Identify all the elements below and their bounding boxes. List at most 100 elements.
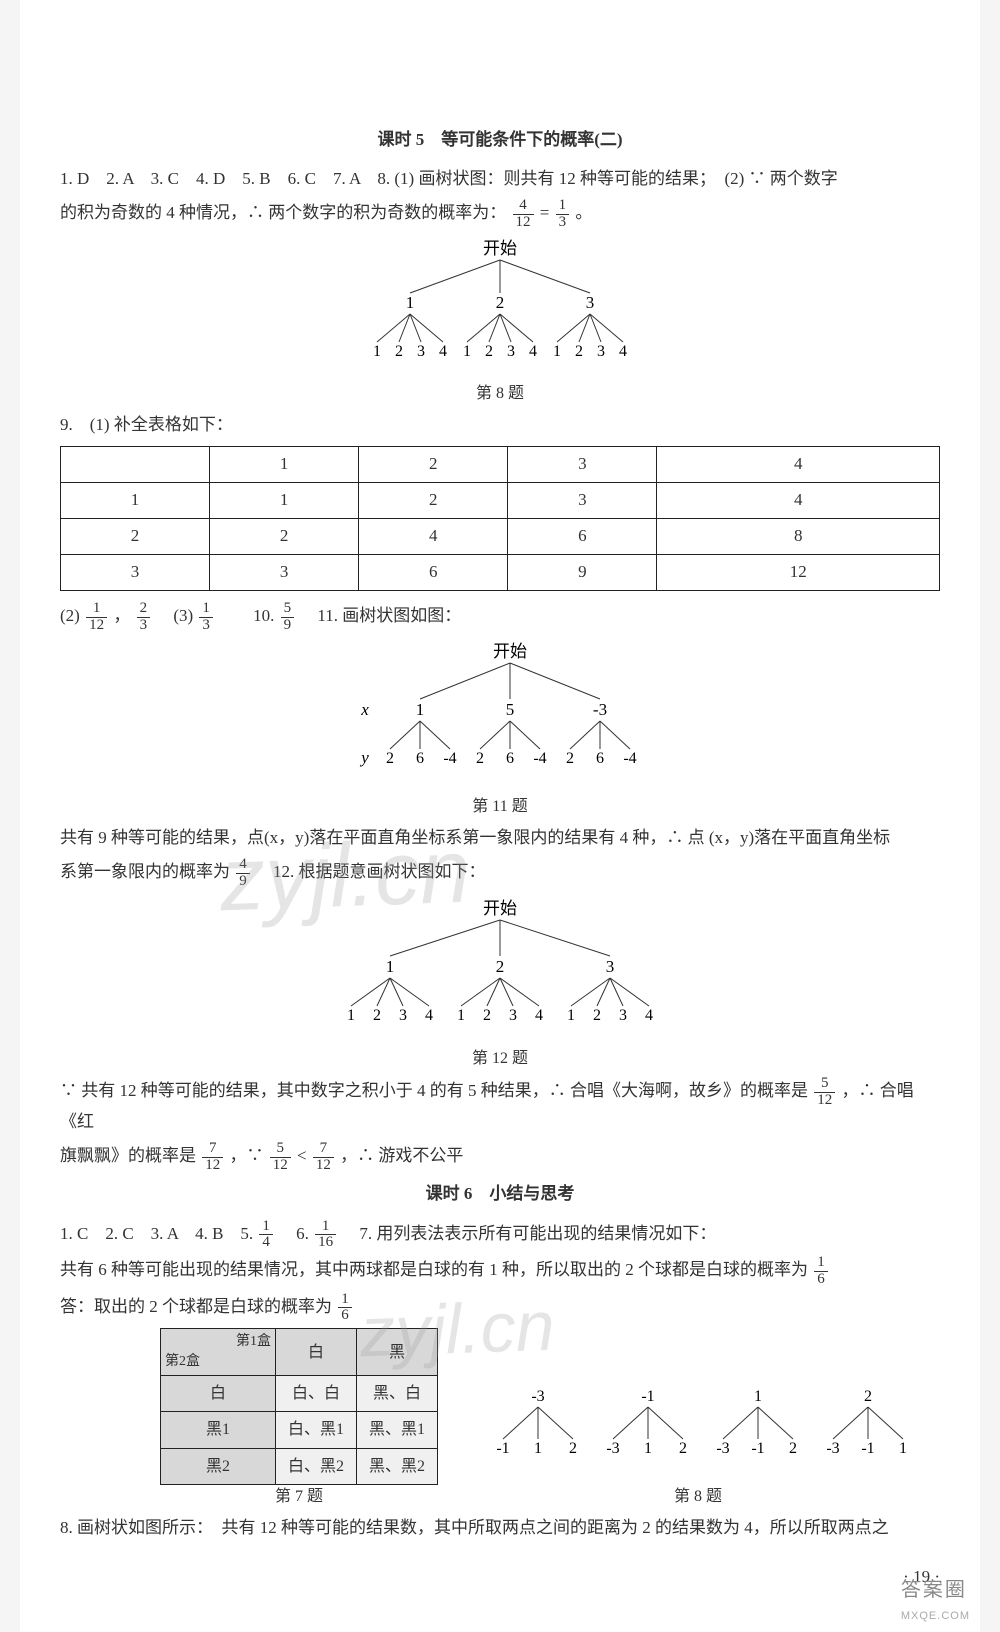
svg-text:2: 2 [386,750,394,767]
tree-svg: 开始 x 1 5 -3 y 26-426-426-4 [310,641,690,781]
table7-block: 第1盒 第2盒 白 黑 白白、白黑、白 黑1白、黑1黑、黑1 黑2白、黑2黑、黑… [60,1328,438,1510]
svg-text:2: 2 [476,750,484,767]
svg-text:1: 1 [534,1440,542,1457]
tree12-caption: 第 12 题 [60,1045,940,1072]
fraction: 116 [315,1219,336,1252]
fraction: 16 [338,1292,352,1325]
l6-line1: 1. C 2. C 3. A 4. B 5. 14 6. 116 7. 用列表法… [60,1219,940,1252]
page-number: · 19 · [60,1563,940,1592]
svg-text:6: 6 [416,750,424,767]
tree-q12: 开始 1 2 3 123412341234 [60,898,940,1043]
svg-text:-1: -1 [751,1440,764,1457]
corner-brand: 答案圈 MXQE.COM [901,1573,970,1626]
svg-text:4: 4 [439,343,447,360]
tree8b-caption: 第 8 题 [478,1483,918,1510]
svg-text:开始: 开始 [483,899,517,918]
fraction: 13 [556,198,570,231]
svg-text:-4: -4 [443,750,456,767]
svg-text:2: 2 [496,957,505,976]
fraction: 16 [814,1255,828,1288]
svg-text:2: 2 [789,1440,797,1457]
svg-text:y: y [359,748,369,767]
svg-text:-3: -3 [606,1440,619,1457]
svg-text:3: 3 [606,957,615,976]
page: { "lesson5": { "title": "课时 5 等可能条件下的概率(… [20,0,980,1632]
svg-text:1: 1 [457,1007,465,1024]
svg-text:2: 2 [569,1440,577,1457]
svg-text:3: 3 [586,293,595,312]
svg-text:1: 1 [567,1007,575,1024]
tree-q8: 开始 1 2 3 123412341234 [60,238,940,378]
svg-text:2: 2 [566,750,574,767]
row-table-tree: 第1盒 第2盒 白 黑 白白、白黑、白 黑1白、黑1黑、黑1 黑2白、黑2黑、黑… [60,1328,940,1510]
text: = [540,203,554,222]
svg-text:6: 6 [596,750,604,767]
fraction: 49 [236,857,250,890]
svg-text:2: 2 [575,343,583,360]
l6-line8: 8. 画树状如图所示： 共有 12 种等可能的结果数，其中所取两点之间的距离为 … [60,1514,940,1543]
svg-text:开始: 开始 [493,642,527,661]
table-q9: 1234 11234 22468 336912 [60,446,940,591]
svg-text:2: 2 [679,1440,687,1457]
svg-text:1: 1 [406,293,415,312]
table-q7: 第1盒 第2盒 白 黑 白白、白黑、白 黑1白、黑1黑、黑1 黑2白、黑2黑、黑… [160,1328,438,1485]
lesson5-title: 课时 5 等可能条件下的概率(二) [60,126,940,155]
svg-text:1: 1 [644,1440,652,1457]
fraction: 59 [281,601,295,634]
svg-text:-3: -3 [531,1388,544,1405]
svg-text:2: 2 [593,1007,601,1024]
svg-text:1: 1 [373,343,381,360]
svg-text:3: 3 [417,343,425,360]
svg-text:4: 4 [645,1007,653,1024]
text: 1. D 2. A 3. C 4. D 5. B 6. C 7. A 8. (1… [60,169,838,188]
lesson5-line1: 1. D 2. A 3. C 4. D 5. B 6. C 7. A 8. (1… [60,165,940,194]
svg-text:2: 2 [373,1007,381,1024]
svg-text:3: 3 [399,1007,407,1024]
svg-text:-4: -4 [623,750,636,767]
tree8-block: -3-112-1-3121-3-122-3-11 第 8 题 [478,1375,918,1510]
svg-text:1: 1 [463,343,471,360]
lesson6-title: 课时 6 小结与思考 [60,1180,940,1209]
fraction: 23 [137,601,151,634]
svg-text:-1: -1 [641,1388,654,1405]
svg-text:1: 1 [386,957,395,976]
svg-text:-3: -3 [593,700,607,719]
svg-text:1: 1 [899,1440,907,1457]
svg-text:1: 1 [347,1007,355,1024]
svg-text:1: 1 [416,700,425,719]
svg-text:-1: -1 [861,1440,874,1457]
fraction: 712 [313,1141,334,1174]
svg-text:2: 2 [485,343,493,360]
svg-text:4: 4 [529,343,537,360]
tree-svg: 开始 1 2 3 123412341234 [330,238,670,368]
text: 。 [575,203,592,222]
diag-header: 第1盒 第2盒 [161,1329,276,1376]
svg-text:2: 2 [864,1388,872,1405]
svg-text:5: 5 [506,700,515,719]
line9b: (2) 112 ， 23 (3) 13 10. 59 11. 画树状图如图： [60,601,940,634]
svg-text:-4: -4 [533,750,546,767]
fraction: 13 [199,601,213,634]
svg-text:4: 4 [619,343,627,360]
table7-caption: 第 7 题 [160,1483,438,1510]
fraction: 712 [202,1141,223,1174]
svg-text:1: 1 [553,343,561,360]
lesson5-line1b: 的积为奇数的 4 种情况，∴ 两个数字的积为奇数的概率为： 412 = 13 。 [60,198,940,231]
svg-text:2: 2 [483,1007,491,1024]
fraction: 112 [86,601,107,634]
fraction: 14 [259,1219,273,1252]
svg-text:2: 2 [395,343,403,360]
tree8-caption: 第 8 题 [60,380,940,407]
svg-text:3: 3 [509,1007,517,1024]
svg-text:3: 3 [597,343,605,360]
svg-text:-3: -3 [716,1440,729,1457]
line11b: 系第一象限内的概率为 49 12. 根据题意画树状图如下： [60,857,940,890]
fraction: 412 [513,198,534,231]
svg-text:开始: 开始 [483,239,517,258]
svg-text:-1: -1 [496,1440,509,1457]
svg-text:x: x [360,700,369,719]
svg-text:-3: -3 [826,1440,839,1457]
tree-svg: 开始 1 2 3 123412341234 [280,898,720,1033]
q9-label: 9. (1) 补全表格如下： [60,411,940,440]
fraction: 512 [270,1141,291,1174]
